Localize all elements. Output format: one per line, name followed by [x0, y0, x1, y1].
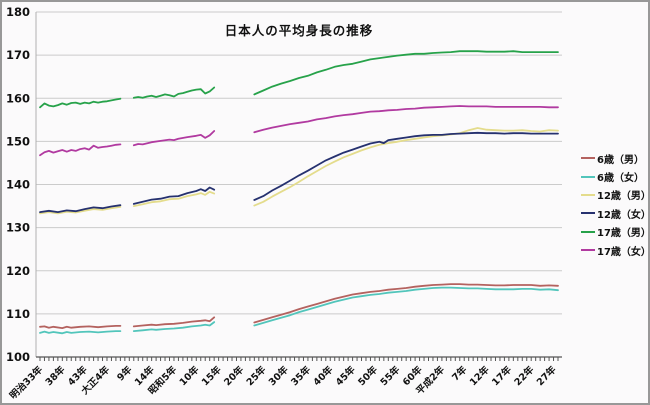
legend-swatch-line — [581, 193, 595, 196]
y-tick-label: 170 — [6, 48, 30, 62]
legend-label: 6歳（男） — [597, 154, 644, 166]
y-tick-label: 120 — [6, 264, 30, 278]
series-line-2 — [132, 190, 216, 208]
x-tick-label: 22年 — [512, 363, 537, 388]
series-line-4 — [253, 50, 559, 96]
x-tick-label: 25年 — [244, 363, 269, 388]
x-tick-label: 50年 — [355, 363, 380, 388]
series-line-4 — [132, 86, 216, 99]
y-tick-label: 160 — [6, 91, 30, 105]
y-tick-label: 150 — [6, 134, 30, 148]
legend-label: 17歳（男） — [597, 228, 650, 240]
series-line-2 — [39, 205, 122, 215]
x-tick-label: 55年 — [378, 363, 403, 388]
legend-label: 6歳（女） — [597, 173, 644, 185]
series-line-1 — [39, 330, 122, 335]
series-line-5 — [132, 130, 216, 147]
series-line-0 — [253, 283, 559, 324]
x-tick-label: 40年 — [311, 363, 336, 388]
series-line-3 — [253, 131, 559, 201]
x-tick-label: 45年 — [333, 363, 358, 388]
legend-item: 6歳（男） — [581, 149, 650, 167]
legend-swatch-line — [581, 157, 595, 160]
series-line-0 — [39, 324, 122, 330]
y-tick-label: 100 — [6, 350, 30, 364]
legend-swatch-line — [581, 230, 595, 233]
series-line-2 — [253, 127, 559, 207]
series-line-4 — [39, 97, 122, 109]
series-line-1 — [253, 286, 559, 327]
legend: 6歳（男） 6歳（女） 12歳（男） 12歳（女） 17歳（男） 17歳（女） — [581, 149, 650, 259]
legend-item: 12歳（女） — [581, 204, 650, 222]
series-line-0 — [132, 316, 216, 328]
x-tick-label: 27年 — [534, 363, 559, 388]
y-tick-label: 130 — [6, 221, 30, 235]
chart-title: 日本人の平均身長の推移 — [224, 23, 374, 38]
legend-swatch-line — [581, 249, 595, 252]
x-tick-label: 20年 — [222, 363, 247, 388]
y-tick-label: 180 — [6, 5, 30, 19]
series-line-1 — [132, 321, 216, 333]
legend-label: 17歳（女） — [597, 246, 650, 258]
y-tick-label: 110 — [6, 307, 30, 321]
x-tick-label: 30年 — [266, 363, 291, 388]
legend-item: 17歳（男） — [581, 223, 650, 241]
legend-item: 12歳（男） — [581, 186, 650, 204]
y-tick-label: 140 — [6, 178, 30, 192]
series-line-3 — [132, 186, 216, 205]
x-tick-label: 15年 — [199, 363, 224, 388]
legend-label: 12歳（男） — [597, 191, 650, 203]
x-tick-label: 35年 — [288, 363, 313, 388]
legend-item: 17歳（女） — [581, 241, 650, 259]
legend-swatch-line — [581, 212, 595, 215]
legend-swatch-line — [581, 175, 595, 178]
x-tick-label: 17年 — [489, 363, 514, 388]
x-tick-label: 明治33年 — [7, 363, 45, 401]
x-tick-label: 38年 — [43, 363, 68, 388]
series-line-3 — [39, 204, 122, 214]
x-tick-label: 12年 — [467, 363, 492, 388]
legend-label: 12歳（女） — [597, 209, 650, 221]
legend-item: 6歳（女） — [581, 167, 650, 185]
series-line-5 — [39, 143, 122, 157]
series-line-5 — [253, 105, 559, 134]
x-tick-label: 10年 — [177, 363, 202, 388]
